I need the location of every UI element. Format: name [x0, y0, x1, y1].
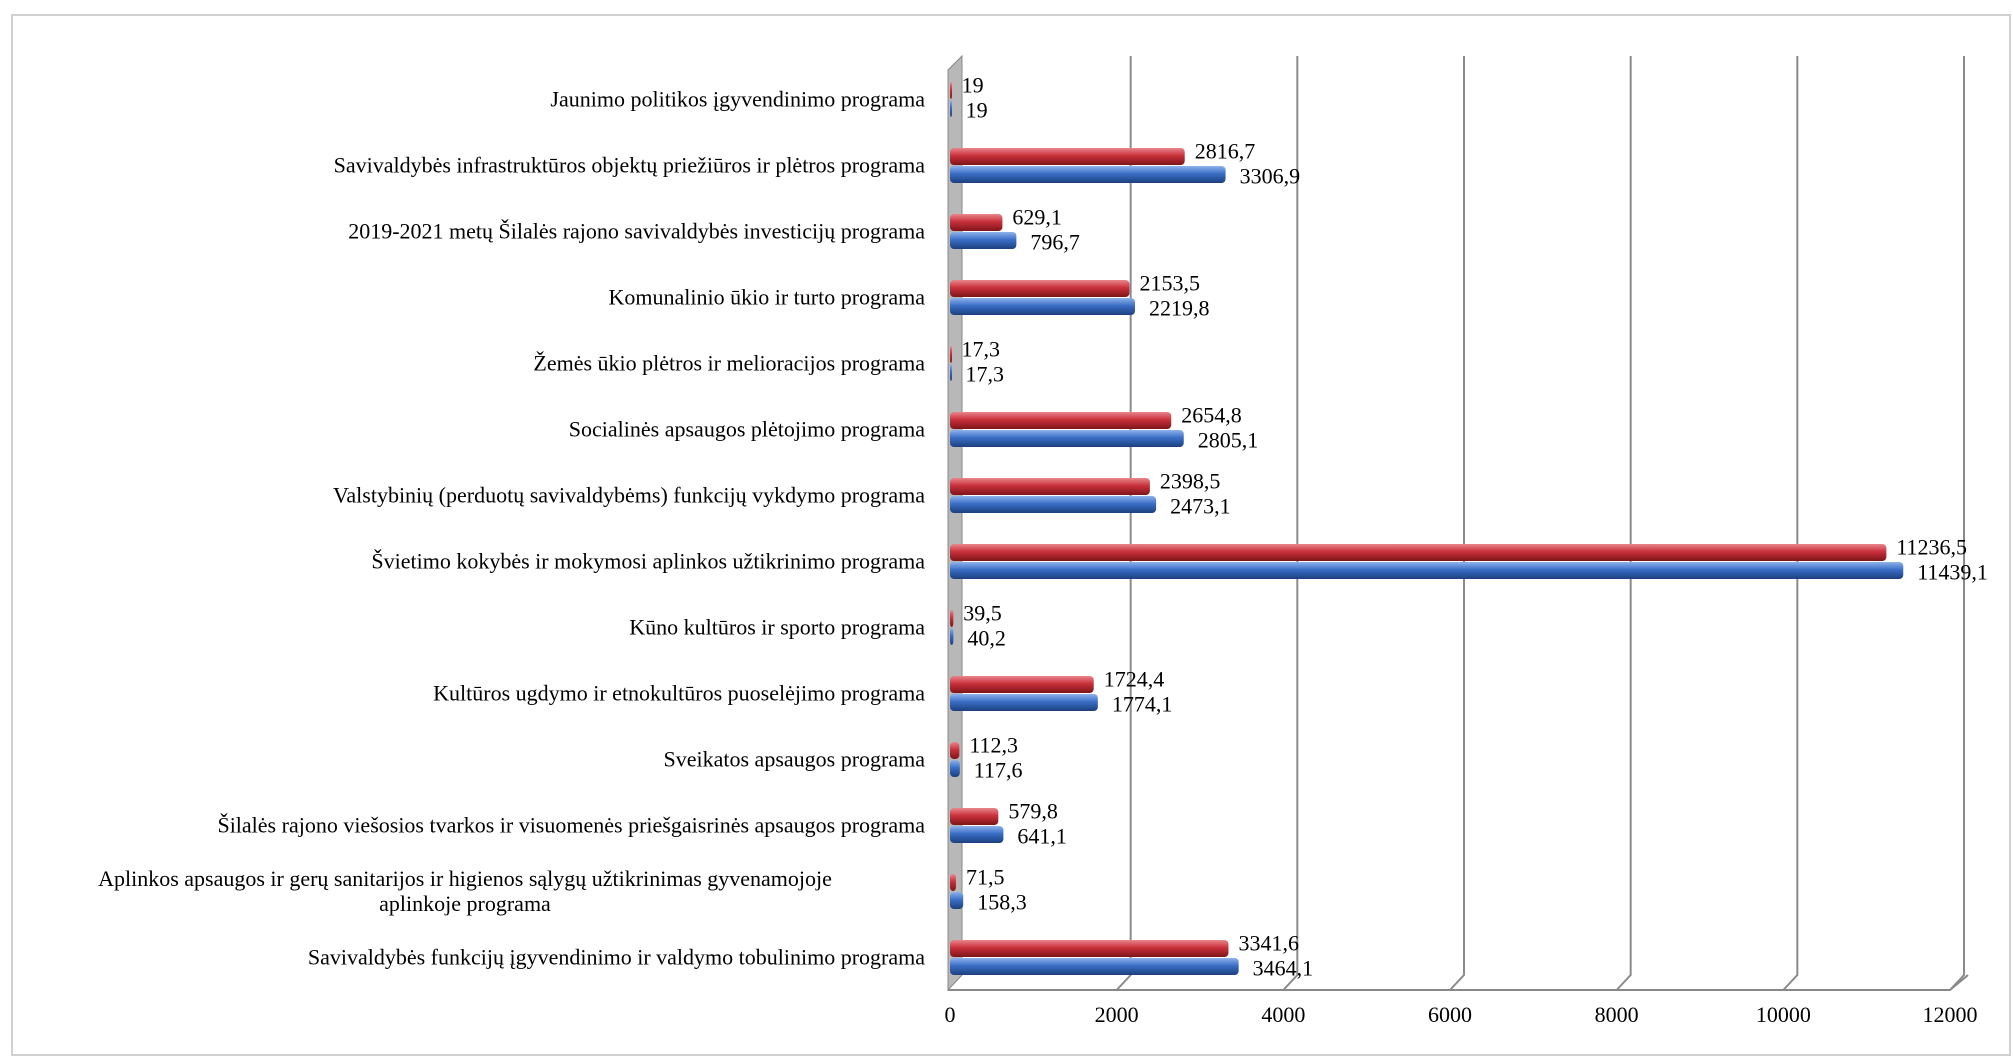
- data-label: 796,7: [1030, 230, 1080, 255]
- bar: [950, 166, 1226, 183]
- category-label: Švietimo kokybės ir mokymosi aplinkos už…: [371, 548, 925, 574]
- data-label: 2805,1: [1198, 428, 1259, 453]
- category-label: Sveikatos apsaugos programa: [663, 746, 926, 772]
- bar: [950, 346, 952, 363]
- category-label: Šilalės rajono viešosios tvarkos ir visu…: [217, 812, 925, 838]
- bar: [950, 100, 952, 117]
- category-label: Savivaldybės funkcijų įgyvendinimo ir va…: [307, 944, 925, 970]
- data-label: 117,6: [974, 758, 1023, 783]
- category-label: 2019-2021 metų Šilalės rajono savivaldyb…: [348, 218, 925, 244]
- bar: [950, 214, 1003, 231]
- bar: [950, 82, 952, 99]
- bar: [950, 364, 952, 381]
- data-label: 19: [962, 73, 984, 98]
- x-tick-label: 0: [945, 1002, 956, 1027]
- data-label: 2153,5: [1139, 271, 1200, 296]
- bar: [950, 496, 1157, 513]
- category-label: Kūno kultūros ir sporto programa: [629, 614, 925, 640]
- data-label: 17,3: [965, 362, 1004, 387]
- data-label: 1724,4: [1104, 667, 1165, 692]
- bar: [950, 760, 960, 777]
- bar: [950, 610, 954, 627]
- data-label: 2219,8: [1149, 296, 1210, 321]
- data-label: 158,3: [977, 890, 1027, 915]
- category-label: Aplinkos apsaugos ir gerų sanitarijos ir…: [98, 866, 832, 916]
- bar: [950, 232, 1017, 249]
- data-label: 11236,5: [1896, 535, 1967, 560]
- bar: [950, 430, 1184, 447]
- data-label: 2816,7: [1195, 139, 1256, 164]
- x-tick-label: 6000: [1428, 1002, 1472, 1027]
- bar: [950, 892, 964, 909]
- data-label: 2654,8: [1181, 403, 1242, 428]
- data-label: 3464,1: [1253, 956, 1314, 981]
- category-label: Savivaldybės infrastruktūros objektų pri…: [333, 152, 925, 178]
- bar: [950, 544, 1887, 561]
- bar: [950, 562, 1904, 579]
- bar: [950, 826, 1004, 843]
- data-label: 19: [966, 98, 988, 123]
- left-wall: [947, 54, 963, 992]
- data-label: 641,1: [1017, 824, 1067, 849]
- data-label: 629,1: [1012, 205, 1062, 230]
- data-label: 71,5: [966, 865, 1005, 890]
- category-label: Socialinės apsaugos plėtojimo programa: [568, 416, 925, 442]
- bar: [950, 874, 956, 891]
- bar: [950, 742, 960, 759]
- data-label: 2398,5: [1160, 469, 1221, 494]
- bar: [950, 148, 1185, 165]
- x-tick-label: 10000: [1756, 1002, 1811, 1027]
- grid-line: [1282, 56, 1299, 991]
- category-label: Žemės ūkio plėtros ir melioracijos progr…: [533, 350, 925, 376]
- data-label: 1774,1: [1112, 692, 1173, 717]
- grid-line: [1115, 56, 1132, 991]
- x-tick-label: 12000: [1923, 1002, 1978, 1027]
- category-label: Kultūros ugdymo ir etnokultūros puoselėj…: [433, 680, 925, 706]
- grid-line: [1615, 56, 1632, 991]
- bar: [950, 694, 1098, 711]
- bar: [950, 478, 1150, 495]
- grid-line: [1782, 56, 1799, 991]
- data-label: 40,2: [967, 626, 1006, 651]
- x-tick-label: 2000: [1095, 1002, 1139, 1027]
- data-label: 3306,9: [1240, 164, 1301, 189]
- bar: [950, 298, 1135, 315]
- grid-line: [1949, 56, 1965, 991]
- x-tick-label: 8000: [1595, 1002, 1639, 1027]
- data-label: 2473,1: [1170, 494, 1231, 519]
- bar: [950, 412, 1172, 429]
- data-label: 3341,6: [1238, 931, 1299, 956]
- bar: [950, 628, 954, 645]
- category-label: Komunalinio ūkio ir turto programa: [608, 284, 926, 310]
- x-tick-label: 4000: [1261, 1002, 1305, 1027]
- bar: [950, 808, 999, 825]
- data-label: 11439,1: [1917, 560, 1988, 585]
- bar: [950, 940, 1229, 957]
- data-label: 17,3: [961, 337, 1000, 362]
- data-label: 112,3: [969, 733, 1018, 758]
- category-label: Valstybinių (perduotų savivaldybėms) fun…: [332, 482, 925, 508]
- data-label: 579,8: [1008, 799, 1058, 824]
- chart-frame: [11, 14, 2011, 1056]
- bar: [950, 958, 1239, 975]
- bar: [950, 676, 1094, 693]
- category-label: Jaunimo politikos įgyvendinimo programa: [550, 86, 925, 112]
- bar: [950, 280, 1130, 297]
- data-label: 39,5: [963, 601, 1002, 626]
- grid-line: [1449, 56, 1465, 991]
